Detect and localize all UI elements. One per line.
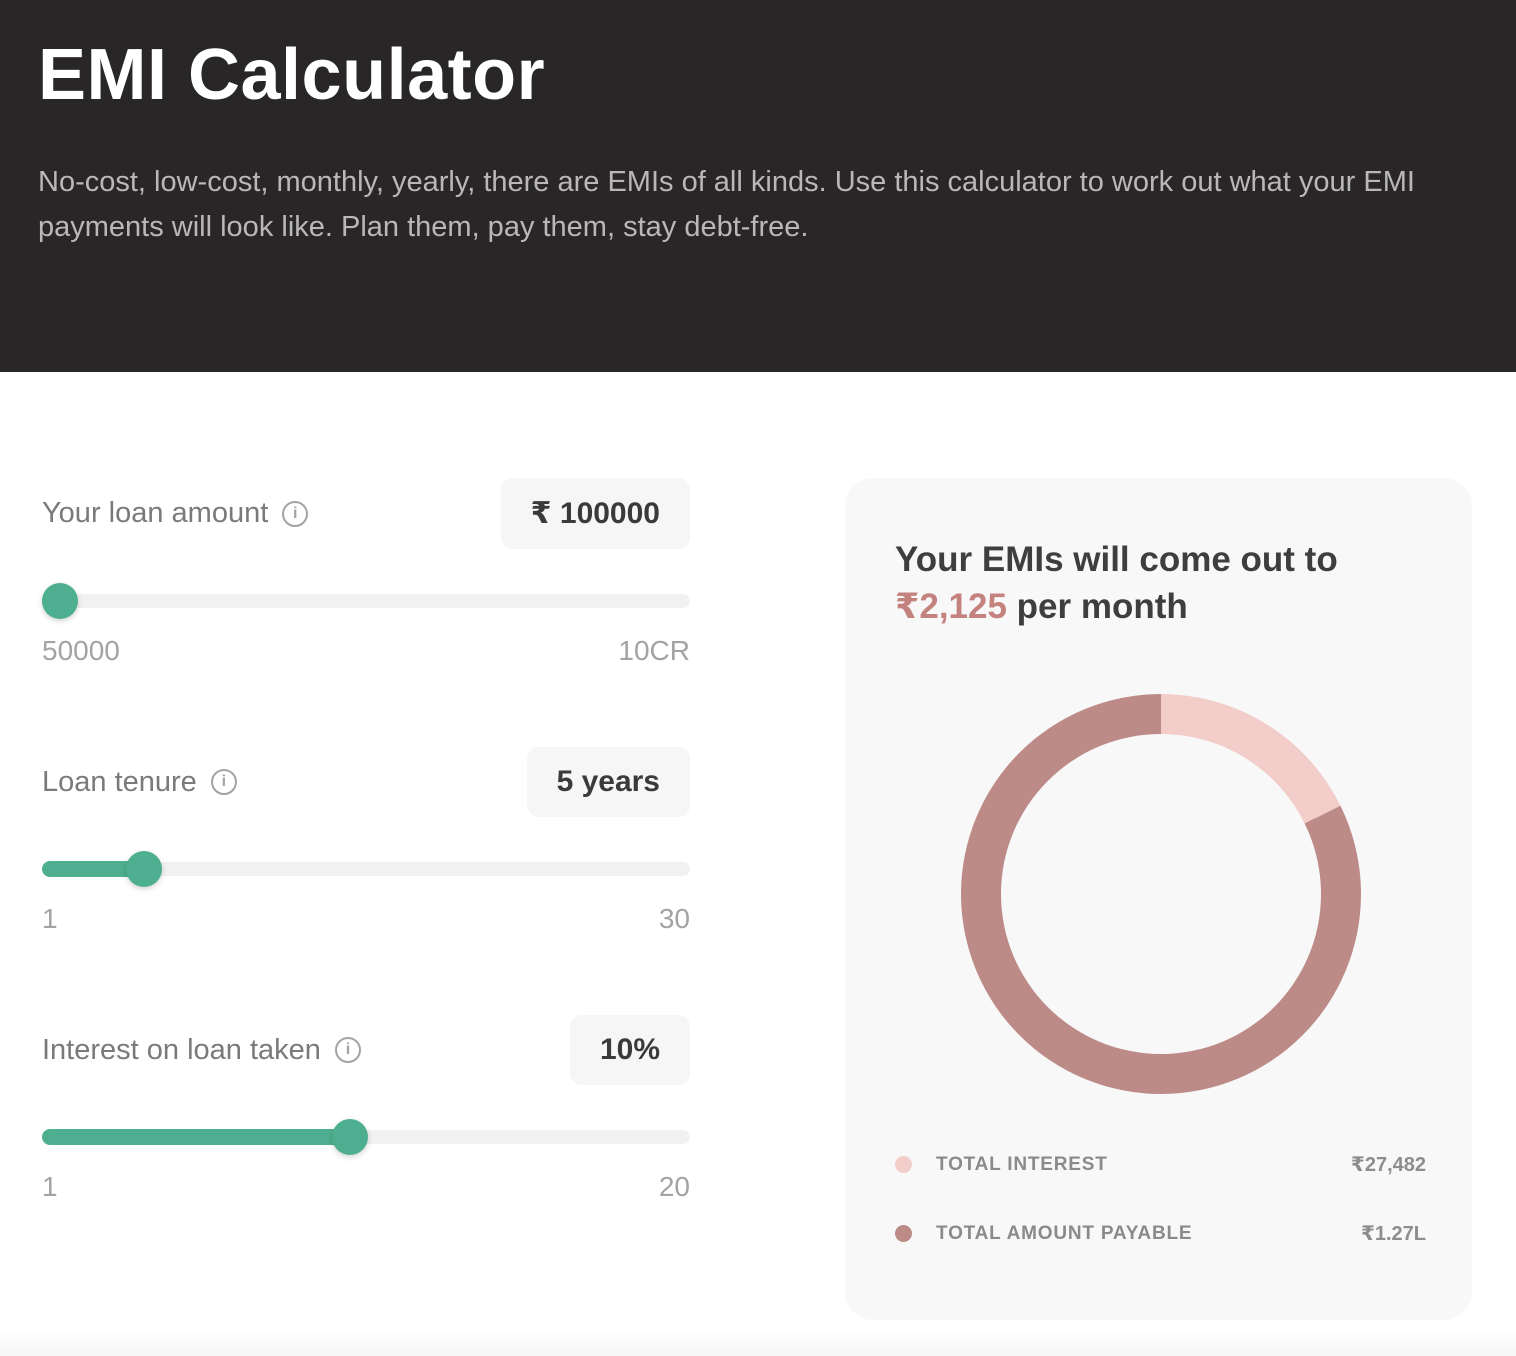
interest-rate-max-label: 20 [658,1171,690,1202]
controls-column: Your loan amount i ₹ 100000 50000 10CR L… [42,478,690,1283]
interest-rate-min-label: 1 [42,1171,58,1202]
total-amount-payable-label: TOTAL AMOUNT PAYABLE [936,1222,1193,1244]
legend-row-total-amount-payable: TOTAL AMOUNT PAYABLE ₹1.27L [895,1221,1426,1246]
info-icon[interactable]: i [210,769,237,795]
page-title: EMI Calculator [38,35,546,115]
emi-result-card: Your EMIs will come out to ₹2,125 per mo… [845,478,1472,1320]
page-bottom-fade [0,1330,1516,1356]
loan-tenure-max-label: 30 [658,903,690,934]
emi-amount: ₹2,125 [895,587,1007,626]
interest-rate-slider[interactable] [42,1119,690,1155]
loan-amount-max-label: 10CR [618,635,690,666]
interest-rate-label-text: Interest on loan taken [42,1033,321,1066]
page-header: EMI Calculator No-cost, low-cost, monthl… [0,0,1516,372]
loan-amount-label: Your loan amount i [42,497,309,530]
loan-tenure-section: Loan tenure i 5 years 1 30 [42,747,690,935]
slider-track[interactable] [42,862,690,876]
chart-legend: TOTAL INTEREST ₹27,482 TOTAL AMOUNT PAYA… [895,1152,1426,1246]
loan-tenure-slider[interactable] [42,851,690,887]
emi-heading-prefix: Your EMIs will come out to [895,540,1338,579]
info-icon[interactable]: i [282,500,309,527]
slider-thumb[interactable] [126,851,163,887]
total-interest-value: ₹27,482 [1350,1154,1426,1176]
total-amount-payable-value: ₹1.27L [1360,1223,1426,1245]
donut-hole [1000,734,1321,1054]
loan-tenure-label-text: Loan tenure [42,765,197,798]
calculator-body: Your loan amount i ₹ 100000 50000 10CR L… [0,372,1516,1320]
loan-amount-label-text: Your loan amount [42,497,269,529]
slider-thumb[interactable] [42,583,79,619]
legend-row-total-interest: TOTAL INTEREST ₹27,482 [895,1152,1426,1177]
emi-donut-chart [960,694,1361,1094]
total-amount-payable-dot-icon [895,1225,912,1242]
loan-tenure-value-field[interactable]: 5 years [526,747,690,817]
slider-track[interactable] [42,594,690,608]
page-subtitle: No-cost, low-cost, monthly, yearly, ther… [38,166,1415,243]
interest-rate-label: Interest on loan taken i [42,1034,361,1067]
slider-thumb[interactable] [331,1119,368,1155]
info-icon[interactable]: i [334,1037,361,1063]
interest-rate-section: Interest on loan taken i 10% 1 20 [42,1015,690,1203]
loan-amount-section: Your loan amount i ₹ 100000 50000 10CR [42,478,690,667]
total-interest-dot-icon [895,1156,912,1173]
slider-fill [42,1129,350,1145]
loan-amount-min-label: 50000 [42,635,120,666]
total-interest-label: TOTAL INTEREST [936,1153,1108,1175]
interest-rate-value-field[interactable]: 10% [569,1015,690,1085]
emi-result-heading: Your EMIs will come out to ₹2,125 per mo… [895,536,1426,630]
emi-heading-suffix: per month [1006,587,1188,626]
loan-tenure-min-label: 1 [42,903,58,934]
loan-amount-value-field[interactable]: ₹ 100000 [500,478,690,549]
loan-tenure-label: Loan tenure i [42,766,237,799]
loan-amount-slider[interactable] [42,583,690,619]
slider-fill [42,861,145,877]
